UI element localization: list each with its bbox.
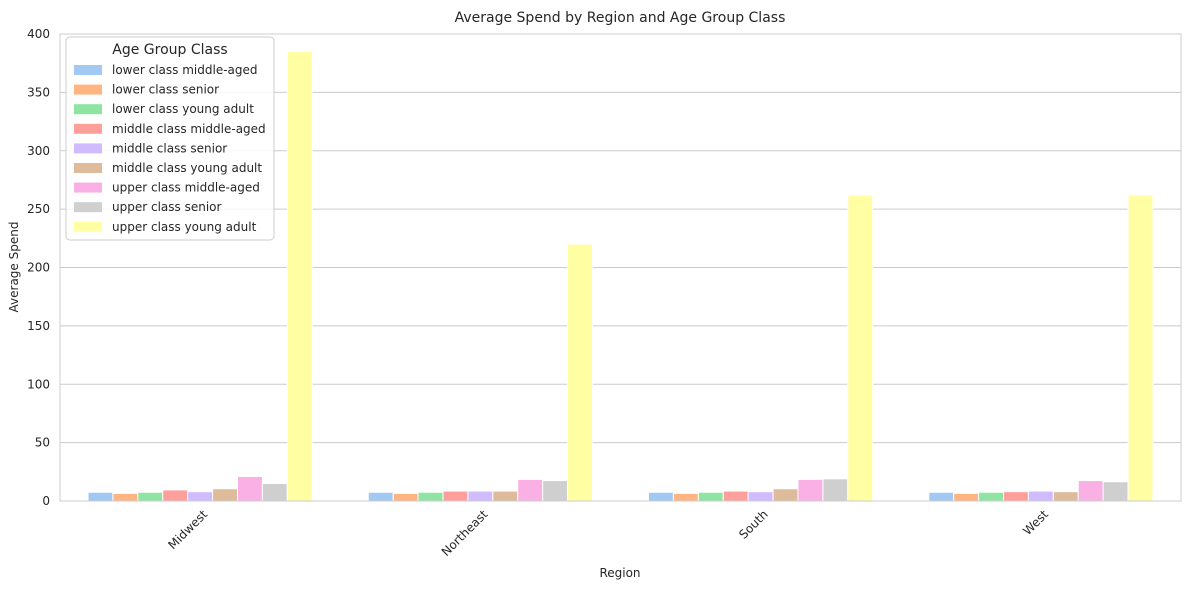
bar (847, 194, 874, 502)
legend-swatch (74, 123, 102, 134)
y-axis-label: Average Spend (7, 222, 21, 313)
legend-box (65, 36, 275, 241)
y-tick-label: 250 (27, 202, 50, 216)
bar (978, 491, 1005, 502)
bar (1052, 491, 1079, 502)
bar (467, 490, 494, 502)
bar (822, 478, 849, 502)
legend-label: upper class senior (112, 200, 221, 214)
bar (953, 492, 980, 502)
bar (162, 489, 189, 502)
legend-label: middle class young adult (112, 161, 262, 175)
legend: Age Group Class lower class middle-agedl… (65, 36, 275, 241)
x-tick-label: West (1020, 507, 1051, 538)
bar (392, 492, 419, 502)
bar (1077, 480, 1104, 502)
legend-label: lower class young adult (112, 102, 254, 116)
bar (772, 488, 799, 502)
bar (417, 491, 444, 502)
bar (212, 488, 238, 502)
bar (442, 490, 469, 502)
bar (672, 492, 699, 502)
y-tick-label: 0 (42, 494, 50, 508)
bar (1102, 481, 1129, 502)
y-tick-label: 400 (27, 27, 50, 41)
y-tick-label: 150 (27, 319, 50, 333)
chart-title: Average Spend by Region and Age Group Cl… (455, 10, 786, 26)
legend-title: Age Group Class (112, 42, 227, 58)
legend-label: upper class middle-aged (112, 181, 260, 195)
legend-label: upper class young adult (112, 220, 257, 234)
legend-label: lower class middle-aged (112, 63, 258, 77)
bar (1003, 491, 1029, 502)
bar (112, 492, 139, 502)
x-tick-label: Midwest (165, 507, 210, 552)
bar (286, 51, 313, 502)
legend-label: middle class middle-aged (112, 122, 266, 136)
bar (567, 243, 593, 502)
bar (1027, 490, 1054, 502)
y-tick-label: 350 (27, 85, 50, 99)
legend-swatch (74, 163, 102, 173)
legend-swatch (74, 182, 102, 193)
legend-swatch (74, 104, 102, 115)
bar (517, 478, 544, 502)
y-tick-label: 200 (27, 261, 50, 275)
bar (187, 491, 214, 502)
bar (542, 480, 569, 502)
legend-swatch (74, 143, 102, 154)
bars (87, 51, 1154, 502)
x-tick-label: Northeast (439, 507, 491, 559)
bar (722, 490, 749, 502)
legend-swatch (74, 221, 102, 232)
bar (797, 478, 824, 502)
bar (87, 491, 114, 502)
bar (367, 491, 394, 502)
legend-swatch (74, 84, 102, 95)
legend-items: lower class middle-aged lower class senio… (74, 63, 266, 234)
y-tick-label: 300 (27, 144, 50, 158)
y-tick-label: 100 (27, 377, 50, 391)
legend-swatch (74, 202, 102, 213)
bar (261, 482, 288, 502)
legend-label: middle class senior (112, 141, 227, 155)
x-axis-label: Region (599, 566, 640, 580)
bar (1127, 194, 1154, 502)
legend-swatch (74, 65, 102, 75)
y-tick-labels: 0 50 100 150 200 250 300 350 400 (27, 27, 50, 508)
bar (747, 491, 774, 502)
bar (648, 491, 674, 502)
y-tick-label: 50 (35, 436, 50, 450)
bar (697, 491, 724, 502)
bar (928, 491, 955, 502)
bar (137, 491, 164, 502)
x-tick-label: South (736, 507, 771, 542)
x-tick-labels: Midwest Northeast South West (165, 507, 1051, 559)
plot-frame (59, 33, 1182, 502)
bar (236, 475, 263, 502)
bar (492, 490, 519, 502)
legend-label: lower class senior (112, 83, 219, 97)
